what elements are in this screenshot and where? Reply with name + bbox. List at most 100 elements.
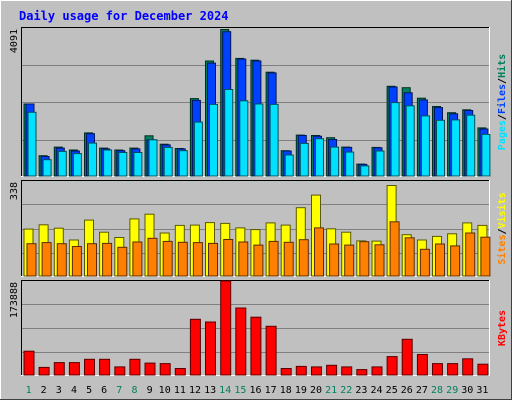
bar-sites-day-12 <box>192 242 203 277</box>
bar-pages-day-6 <box>103 149 113 177</box>
x-axis-day-labels: 1 2 3 4 5 6 7 8 9 10 11 12 13 14 15 16 17 18 19 20 21 22 23 24 2… <box>26 385 489 396</box>
bar-kbytes-day-28 <box>432 363 443 376</box>
x-tick-label-day-12: 12 <box>189 385 201 396</box>
bar-sites-day-21 <box>329 243 340 277</box>
x-tick-label-day-27: 27 <box>416 385 428 396</box>
bar-sites-day-15 <box>238 241 249 277</box>
bar-sites-day-17 <box>268 240 279 277</box>
bar-kbytes-day-2 <box>38 366 50 376</box>
bar-kbytes-day-7 <box>114 366 126 376</box>
bar-pages-day-3 <box>57 150 67 177</box>
bar-sites-day-7 <box>117 246 128 277</box>
bar-pages-day-9 <box>148 139 158 177</box>
bar-kbytes-day-25 <box>386 356 398 376</box>
bar-kbytes-day-4 <box>68 362 80 376</box>
bar-kbytes-day-8 <box>129 358 141 376</box>
x-tick-label-day-16: 16 <box>249 385 261 396</box>
x-tick-label-day-22: 22 <box>340 385 352 396</box>
bar-pages-day-20 <box>315 138 324 177</box>
legend-separator: / <box>497 114 508 120</box>
bar-kbytes-day-23 <box>356 369 368 376</box>
bar-sites-day-5 <box>87 243 97 277</box>
legend-hits: Hits <box>496 54 508 78</box>
x-tick-label-day-5: 5 <box>86 385 92 396</box>
bar-kbytes-day-26 <box>401 338 413 376</box>
x-tick-label-day-29: 29 <box>446 385 458 396</box>
panel-hits-files-pages-legend: Pages/Files/Hits <box>496 54 508 150</box>
bar-pages-day-21 <box>330 146 340 177</box>
bar-pages-day-12 <box>193 121 203 177</box>
panel-visits-sites-ymax-label: 338 <box>9 182 20 200</box>
bar-sites-day-13 <box>208 242 218 277</box>
bar-pages-day-14 <box>224 89 234 177</box>
bar-pages-day-8 <box>133 152 143 177</box>
bar-pages-day-19 <box>299 142 309 177</box>
x-tick-label-day-11: 11 <box>174 385 186 396</box>
bar-kbytes-day-29 <box>447 363 459 376</box>
bar-kbytes-day-27 <box>416 354 428 376</box>
bar-kbytes-day-14 <box>220 280 232 376</box>
x-tick-label-day-4: 4 <box>71 385 77 396</box>
x-tick-label-day-2: 2 <box>41 385 47 396</box>
legend-files: Files <box>496 84 508 114</box>
chart-panels: 4091Pages/Files/Hits338Sites/Visits17388… <box>9 27 508 376</box>
bar-kbytes-day-5 <box>84 358 95 376</box>
legend-pages: Pages <box>497 120 508 150</box>
x-tick-label-day-3: 3 <box>56 385 62 396</box>
bar-pages-day-22 <box>345 151 355 177</box>
x-tick-label-day-10: 10 <box>159 385 171 396</box>
bar-kbytes-day-15 <box>235 307 247 376</box>
bar-kbytes-day-13 <box>205 321 216 376</box>
bar-pages-day-5 <box>88 142 97 177</box>
legend-separator: / <box>497 78 508 84</box>
bar-kbytes-day-9 <box>144 362 156 376</box>
bar-kbytes-day-24 <box>371 366 383 376</box>
bar-sites-day-9 <box>147 237 158 277</box>
x-tick-label-day-25: 25 <box>386 385 398 396</box>
panel-hits-files-pages-ymax-label: 4091 <box>9 29 20 53</box>
x-tick-label-day-1: 1 <box>26 385 32 396</box>
bar-kbytes-day-6 <box>99 358 111 376</box>
legend-visits: Visits <box>496 192 508 228</box>
bar-sites-day-6 <box>102 242 113 277</box>
x-tick-label-day-8: 8 <box>131 385 137 396</box>
x-tick-label-day-7: 7 <box>116 385 122 396</box>
x-tick-label-day-21: 21 <box>325 385 337 396</box>
bar-pages-day-13 <box>209 103 218 177</box>
x-tick-label-day-15: 15 <box>234 385 246 396</box>
bar-sites-day-30 <box>465 232 476 277</box>
x-tick-label-day-26: 26 <box>401 385 413 396</box>
bar-pages-day-29 <box>451 119 461 177</box>
bar-sites-day-24 <box>374 244 385 277</box>
bar-sites-day-10 <box>162 240 173 277</box>
bar-kbytes-day-20 <box>311 366 322 376</box>
x-tick-label-day-17: 17 <box>265 385 277 396</box>
legend-separator: / <box>497 228 508 234</box>
x-tick-label-day-24: 24 <box>370 385 382 396</box>
bar-sites-day-4 <box>71 246 82 277</box>
bar-pages-day-25 <box>390 102 400 177</box>
x-tick-label-day-31: 31 <box>476 385 488 396</box>
bar-kbytes-day-17 <box>265 325 277 376</box>
x-tick-label-day-20: 20 <box>310 385 322 396</box>
bar-sites-day-2 <box>41 242 52 277</box>
x-tick-label-day-30: 30 <box>461 385 473 396</box>
bar-kbytes-day-3 <box>53 362 65 376</box>
panel-visits-sites-legend: Sites/Visits <box>496 192 508 264</box>
bar-pages-day-15 <box>239 100 249 177</box>
bar-pages-day-1 <box>27 111 37 177</box>
bar-sites-day-28 <box>435 243 445 277</box>
bar-pages-day-18 <box>284 154 294 177</box>
bar-kbytes-day-31 <box>477 363 489 376</box>
bar-sites-day-25 <box>389 221 400 277</box>
bar-sites-day-20 <box>314 227 324 277</box>
bar-sites-day-23 <box>359 241 370 277</box>
x-tick-label-day-6: 6 <box>101 385 107 396</box>
bar-kbytes-day-12 <box>189 318 201 376</box>
bar-sites-day-1 <box>26 243 37 277</box>
x-tick-label-day-9: 9 <box>147 385 153 396</box>
panel-kbytes-legend: KBytes <box>497 310 508 346</box>
bar-kbytes-day-11 <box>174 368 186 376</box>
bar-kbytes-day-21 <box>326 364 338 376</box>
